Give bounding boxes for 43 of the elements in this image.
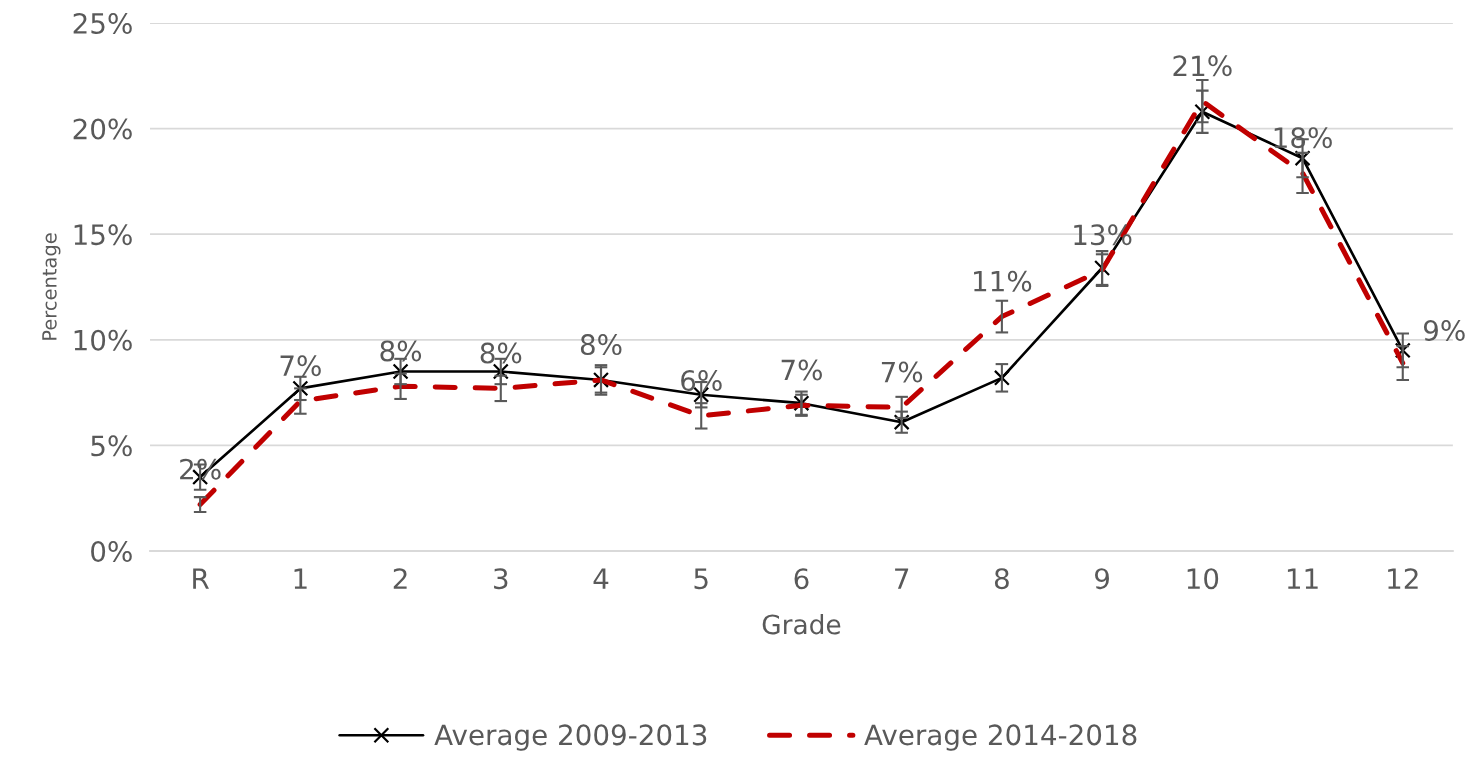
data-label: 6%: [681, 370, 722, 392]
point: [993, 369, 1010, 386]
x-axis-title: Grade: [762, 614, 841, 635]
y-tick-label: 10%: [74, 329, 132, 351]
data-label: 9%: [1423, 319, 1465, 341]
x-tick-label: 1: [294, 568, 307, 589]
x-tick-label: 8: [994, 568, 1009, 590]
x-tick-label: 11: [1287, 568, 1318, 589]
legend-label: Average 2014-2018: [864, 724, 1137, 751]
x-tick-label: 2: [393, 568, 407, 589]
data-label: 7%: [881, 361, 923, 383]
x-tick-label: R: [193, 568, 209, 589]
y-tick-label: 25%: [73, 12, 132, 34]
data-label: 7%: [781, 359, 822, 381]
point: [592, 371, 610, 388]
point: [1294, 150, 1311, 167]
y-tick-label: 0%: [91, 540, 132, 562]
x-tick-label: 7: [895, 568, 909, 589]
data-label: 8%: [380, 340, 422, 362]
point: [292, 380, 309, 397]
point: [893, 414, 910, 431]
point: [492, 363, 509, 380]
x-tick-label: 4: [593, 568, 609, 589]
data-label: 8%: [480, 342, 522, 364]
legend-label: Average 2009-2013: [434, 724, 707, 751]
point: [1194, 103, 1211, 120]
y-tick-label: 15%: [74, 224, 132, 246]
data-label: 18%: [1274, 127, 1332, 149]
y-axis-title: Percentage: [42, 233, 61, 340]
x-tick-label: 12: [1388, 568, 1418, 589]
y-tick-label: 20%: [73, 118, 132, 140]
x-tick-label: 5: [694, 568, 708, 590]
data-label: 21%: [1173, 55, 1232, 77]
x-tick-label: 6: [794, 568, 809, 590]
y-tick-label: 5%: [91, 435, 132, 457]
x-tick-label: 9: [1095, 568, 1109, 590]
x-tick-label: 3: [494, 568, 508, 590]
point: [392, 363, 409, 380]
point: [1394, 342, 1411, 359]
data-label: 7%: [280, 355, 321, 377]
data-label: 8%: [580, 334, 622, 356]
x-tick-label: 10: [1187, 568, 1219, 590]
data-label: 11%: [974, 270, 1032, 292]
